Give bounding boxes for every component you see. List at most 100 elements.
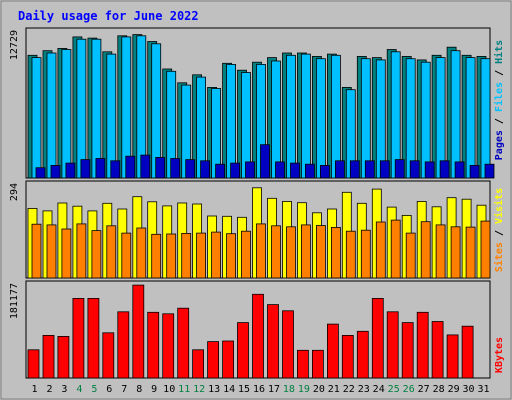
x-tick-label-day-25: 25 <box>388 384 400 395</box>
bar-sites-day-29 <box>450 226 461 279</box>
x-tick-label-day-12: 12 <box>193 384 205 395</box>
legend-separator: / <box>494 224 505 242</box>
bar-sites-day-22 <box>345 230 356 279</box>
bar-pages-day-1 <box>35 167 46 179</box>
legend-hits: Hits <box>493 40 505 64</box>
bar-kbytes-day-4 <box>72 297 85 379</box>
bar-sites-day-8 <box>136 227 147 279</box>
y-tick-label: 181177 <box>9 283 20 319</box>
bar-kbytes-day-21 <box>326 323 339 379</box>
bar-sites-day-13 <box>211 231 222 279</box>
bar-pages-day-27 <box>424 161 435 179</box>
legend-pages: Pages <box>494 130 505 160</box>
bar-kbytes-day-10 <box>162 313 175 379</box>
y-tick-label: 294 <box>9 183 20 201</box>
x-tick-label-day-16: 16 <box>253 384 265 395</box>
bar-kbytes-day-6 <box>102 332 115 379</box>
legend-kbytes: KBytes <box>494 337 505 373</box>
bar-kbytes-day-3 <box>57 335 70 379</box>
bar-sites-day-26 <box>405 232 416 279</box>
panel-kbytes: 181177 <box>9 280 491 379</box>
bar-sites-day-4 <box>76 223 87 279</box>
bar-kbytes-day-18 <box>282 310 294 379</box>
bar-kbytes-day-9 <box>147 311 160 379</box>
bar-sites-day-17 <box>271 225 281 279</box>
bar-sites-day-5 <box>91 230 102 279</box>
bar-kbytes-day-24 <box>371 297 384 379</box>
x-tick-label-day-21: 21 <box>328 384 340 395</box>
bar-pages-day-15 <box>245 161 255 179</box>
x-tick-label-day-14: 14 <box>223 384 235 395</box>
bar-kbytes-day-26 <box>401 322 414 379</box>
bar-sites-day-28 <box>435 224 446 279</box>
bar-sites-day-6 <box>106 225 117 279</box>
x-tick-label-day-6: 6 <box>106 384 112 395</box>
x-tick-label-day-30: 30 <box>462 384 474 395</box>
bar-sites-day-11 <box>181 232 192 279</box>
bar-pages-day-8 <box>140 154 151 179</box>
legend-separator: / <box>494 64 505 82</box>
bar-pages-day-3 <box>65 162 76 179</box>
bar-sites-day-7 <box>121 232 132 279</box>
bar-sites-day-9 <box>151 233 162 279</box>
x-tick-label-day-5: 5 <box>91 384 97 395</box>
bar-sites-day-14 <box>226 233 237 279</box>
bar-pages-day-16 <box>260 144 270 179</box>
bar-kbytes-day-20 <box>311 349 324 379</box>
bar-pages-day-13 <box>215 163 226 179</box>
bar-sites-day-2 <box>46 224 57 279</box>
bar-sites-day-16 <box>256 223 266 279</box>
bar-kbytes-day-23 <box>356 330 369 379</box>
bar-sites-day-1 <box>31 223 42 279</box>
legend-visits: Visits <box>493 188 505 224</box>
bar-kbytes-day-5 <box>87 297 100 379</box>
bar-kbytes-day-30 <box>461 325 474 379</box>
bar-kbytes-day-19 <box>296 349 309 379</box>
x-tick-label-day-3: 3 <box>61 384 67 395</box>
bar-pages-day-29 <box>454 161 465 179</box>
bar-sites-day-23 <box>360 229 371 279</box>
bar-pages-day-4 <box>80 159 91 179</box>
x-tick-label-day-13: 13 <box>208 384 220 395</box>
x-tick-label-day-8: 8 <box>136 384 142 395</box>
x-tick-label-day-18: 18 <box>283 384 295 395</box>
bar-kbytes-day-22 <box>341 334 354 379</box>
bar-kbytes-day-29 <box>446 334 459 379</box>
bar-kbytes-day-11 <box>177 307 190 379</box>
y-tick-label: 12729 <box>9 30 20 60</box>
panel-visits-sites: 294 <box>9 180 491 279</box>
x-tick-label-day-15: 15 <box>238 384 250 395</box>
bar-pages-day-23 <box>364 160 375 179</box>
bar-pages-day-11 <box>185 159 196 179</box>
bar-pages-day-31 <box>484 163 495 179</box>
bar-kbytes-day-8 <box>132 284 145 379</box>
bar-pages-day-22 <box>349 160 360 179</box>
bar-pages-day-14 <box>230 162 241 179</box>
bar-sites-day-20 <box>315 225 326 279</box>
x-tick-label-day-26: 26 <box>403 384 415 395</box>
bar-sites-day-21 <box>330 226 341 279</box>
x-tick-label-day-4: 4 <box>76 384 82 395</box>
bar-pages-day-17 <box>275 161 285 179</box>
bar-pages-day-30 <box>469 164 480 179</box>
chart-title: Daily usage for June 2022 <box>18 9 199 23</box>
bar-pages-day-6 <box>110 160 121 179</box>
x-tick-label-day-11: 11 <box>178 384 190 395</box>
bar-sites-day-19 <box>300 224 311 279</box>
bar-sites-day-24 <box>375 221 386 279</box>
bar-pages-day-26 <box>409 160 420 179</box>
bar-kbytes-day-28 <box>431 321 444 379</box>
x-tick-label-day-27: 27 <box>418 384 430 395</box>
x-tick-label-day-17: 17 <box>268 384 280 395</box>
bar-sites-day-15 <box>241 230 251 279</box>
bar-sites-day-10 <box>166 233 177 279</box>
bar-pages-day-18 <box>290 162 300 179</box>
bar-pages-day-2 <box>50 164 61 179</box>
legend-label: KBytes <box>494 337 505 373</box>
bar-kbytes-day-17 <box>267 304 279 379</box>
x-tick-label-day-24: 24 <box>373 384 385 395</box>
legend-label: Sites / Visits <box>493 188 505 272</box>
bar-sites-day-25 <box>390 219 401 279</box>
bar-kbytes-day-2 <box>42 334 55 379</box>
